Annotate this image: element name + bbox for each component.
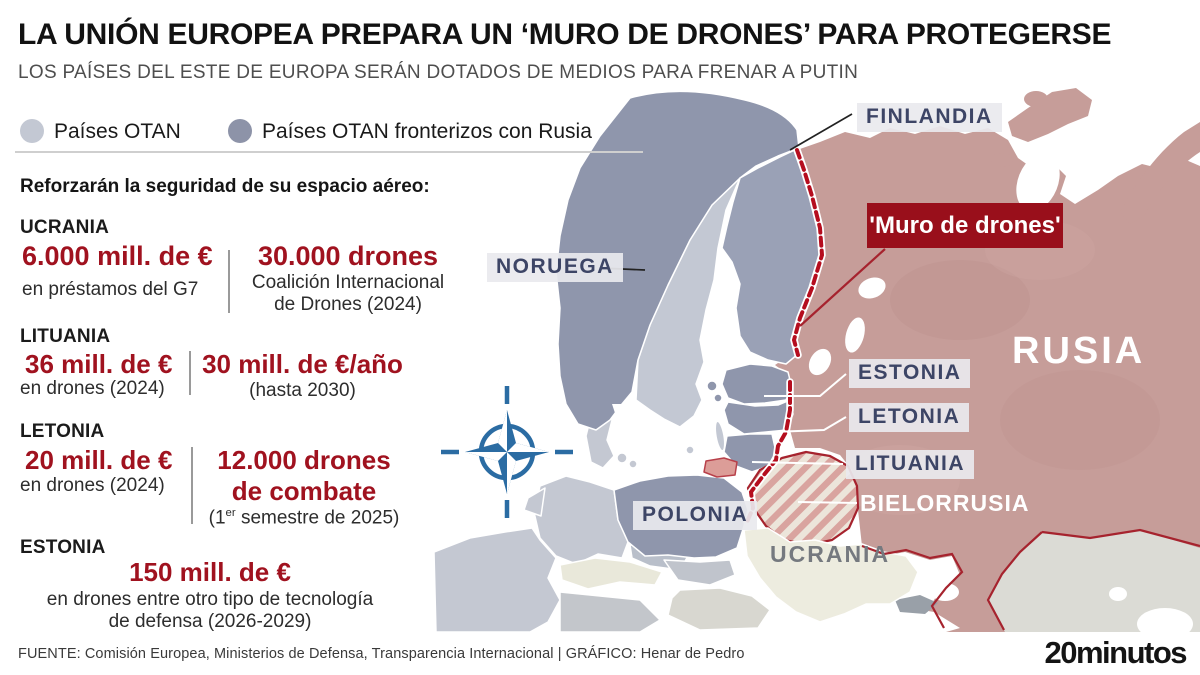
letonia-drones: 12.000 drones (217, 445, 391, 475)
letonia-drones2: de combate (231, 476, 377, 506)
page-subtitle: LOS PAÍSES DEL ESTE DE EUROPA SERÁN DOTA… (18, 62, 859, 83)
map-label-ucrania: UCRANIA (770, 541, 891, 567)
footer-source: FUENTE: Comisión Europea, Ministerios de… (18, 646, 745, 662)
legend-label-nato: Países OTAN (54, 120, 181, 143)
stats-heading: Reforzarán la seguridad de su espacio aé… (20, 176, 430, 197)
nato-compass-icon (441, 386, 573, 518)
lituania-yearly-note: (hasta 2030) (249, 380, 356, 401)
ucrania-col2: 30.000 drones Coalición Internacional de… (242, 241, 454, 316)
lituania-amount-note: en drones (2024) (20, 378, 165, 399)
map-label-letonia: LETONIA (849, 403, 970, 433)
lituania-amount: 36 mill. de € (25, 349, 173, 379)
brand-logo: 20minutos (1044, 635, 1187, 670)
map-label-noruega: NORUEGA (487, 253, 623, 283)
black-sea (820, 583, 960, 632)
legend-label-nato-border: Países OTAN fronterizos con Rusia (262, 120, 592, 143)
legend-swatch-nato-icon (20, 119, 44, 143)
stat-country-letonia: LETONIA (20, 421, 105, 442)
letonia-amount: 20 mill. de € (25, 445, 173, 475)
map-label-estonia: ESTONIA (849, 359, 971, 389)
estonia-note2: de defensa (2026-2029) (108, 611, 312, 632)
legend-swatch-nato-border-icon (228, 119, 252, 143)
scandinavia (555, 90, 823, 455)
map-label-bielorrusia: BIELORRUSIA (860, 490, 1030, 516)
letonia-col2: 12.000 drones de combate (1er semestre d… (198, 445, 410, 529)
ucrania-drones: 30.000 drones (257, 241, 439, 271)
stat-country-lituania: LITUANIA (20, 326, 111, 347)
letonia-amount-note: en drones (2024) (20, 475, 165, 496)
region-kaliningrad (703, 457, 738, 478)
page-title: LA UNIÓN EUROPEA PREPARA UN ‘MURO DE DRO… (18, 18, 1112, 51)
pointer-lines (599, 113, 886, 504)
map-label-finlandia: FINLANDIA (857, 103, 1002, 133)
ucrania-divider (228, 250, 230, 313)
lituania-col2: 30 mill. de €/año (hasta 2030) (200, 349, 405, 402)
ucrania-amount: 6.000 mill. de € (22, 241, 213, 271)
ucrania-amount-note: en préstamos del G7 (22, 279, 199, 300)
letonia-drones-note: (1er semestre de 2025) (208, 507, 400, 529)
ucrania-drones-note2: de Drones (2024) (274, 294, 422, 315)
region-southeast (986, 528, 1200, 640)
lituania-divider (189, 351, 191, 395)
continental-europe (433, 405, 771, 633)
estonia-note1: en drones entre otro tipo de tecnología (46, 589, 374, 610)
stat-country-ucrania: UCRANIA (20, 217, 110, 238)
stat-country-estonia: ESTONIA (20, 537, 106, 558)
estonia-amount: 150 mill. de € (129, 557, 291, 587)
russia-south-border (861, 544, 964, 629)
muro-de-drones-callout: 'Muro de drones' (867, 203, 1063, 248)
letonia-divider (191, 447, 193, 524)
map-label-rusia: RUSIA (1012, 330, 1146, 372)
ucrania-drones-note1: Coalición Internacional (251, 272, 445, 293)
lituania-yearly: 30 mill. de €/año (202, 349, 403, 379)
country-norway (555, 90, 800, 431)
country-latvia (723, 399, 794, 435)
map-label-polonia: POLONIA (633, 501, 758, 531)
map-label-lituania: LITUANIA (846, 450, 974, 480)
country-estonia (721, 363, 793, 405)
legend-divider (15, 151, 643, 153)
